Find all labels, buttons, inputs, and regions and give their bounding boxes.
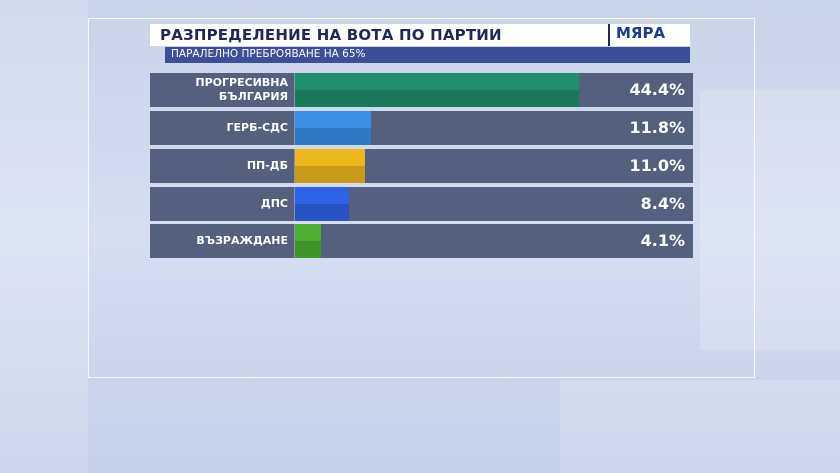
value-label: 44.4%	[629, 80, 685, 99]
bar	[295, 149, 366, 183]
separator	[294, 111, 295, 145]
title-bar: РАЗПРЕДЕЛЕНИЕ НА ВОТА ПО ПАРТИИ	[150, 24, 690, 46]
bar	[295, 111, 371, 145]
background-panel	[0, 0, 88, 473]
label-cell: ВЪЗРАЖДАНЕ	[150, 224, 294, 258]
background-panel	[560, 380, 840, 473]
separator	[294, 73, 295, 107]
bar	[295, 73, 580, 107]
row: ДПС 8.4%	[150, 187, 693, 221]
category-label: ДПС	[260, 197, 288, 210]
bar	[295, 187, 349, 221]
category-label: ВЪЗРАЖДАНЕ	[196, 234, 288, 247]
label-cell: ГЕРБ-СДС	[150, 111, 294, 145]
separator	[294, 187, 295, 221]
label-cell: ПП-ДБ	[150, 149, 294, 183]
value-label: 11.8%	[629, 118, 685, 137]
row: ГЕРБ-СДС 11.8%	[150, 111, 693, 145]
row: ВЪЗРАЖДАНЕ 4.1%	[150, 224, 693, 258]
logo: МЯРА	[608, 24, 665, 46]
label-cell: ПРОГРЕСИВНА БЪЛГАРИЯ	[150, 73, 294, 107]
chart-title: РАЗПРЕДЕЛЕНИЕ НА ВОТА ПО ПАРТИИ	[160, 26, 502, 44]
category-label: ГЕРБ-СДС	[226, 121, 288, 134]
row: ПП-ДБ 11.0%	[150, 149, 693, 183]
frame	[88, 18, 755, 378]
value-label: 4.1%	[640, 231, 685, 250]
bar	[295, 224, 322, 258]
value-label: 11.0%	[629, 156, 685, 175]
row: ПРОГРЕСИВНА БЪЛГАРИЯ 44.4%	[150, 73, 693, 107]
separator	[294, 149, 295, 183]
subtitle-bar: ПАРАЛЕЛНО ПРЕБРОЯВАНЕ НА 65%	[165, 47, 690, 63]
background-panel	[700, 90, 840, 350]
category-label: ПРОГРЕСИВНА БЪЛГАРИЯ	[195, 76, 288, 103]
label-cell: ДПС	[150, 187, 294, 221]
value-label: 8.4%	[640, 194, 685, 213]
category-label: ПП-ДБ	[246, 159, 288, 172]
chart-subtitle: ПАРАЛЕЛНО ПРЕБРОЯВАНЕ НА 65%	[171, 48, 366, 60]
separator	[294, 224, 295, 258]
